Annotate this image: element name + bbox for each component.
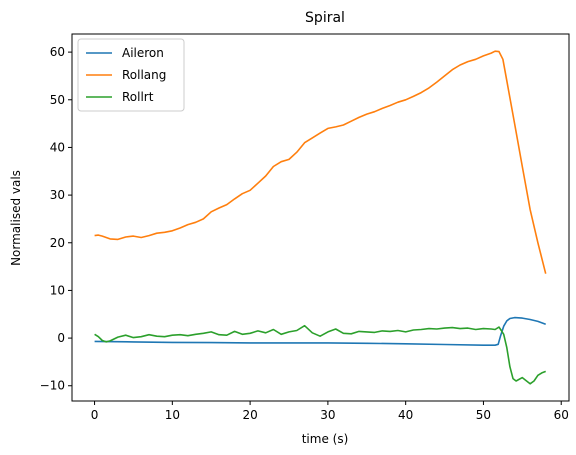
y-tick-label: 50: [50, 93, 65, 107]
y-tick-label: 40: [50, 140, 65, 154]
x-tick-label: 40: [398, 408, 413, 422]
chart-title: Spiral: [305, 10, 345, 26]
x-tick-label: 50: [476, 408, 491, 422]
plot-area: [71, 33, 570, 402]
x-axis-label: time (s): [302, 432, 349, 446]
plot-frame: [71, 33, 570, 402]
x-tick-label: 30: [320, 408, 335, 422]
y-axis: −10 0 10 20 30 40 50 60: [40, 45, 72, 393]
legend-box: [77, 38, 185, 112]
series-line-rollrt: [94, 324, 546, 385]
y-tick-label: 60: [50, 45, 65, 59]
series-line-rollang: [94, 50, 547, 274]
y-tick-label: 20: [50, 236, 65, 250]
x-tick-label: 10: [165, 408, 180, 422]
legend: Aileron Rollang Rollrt: [77, 38, 185, 112]
y-tick-label: 0: [57, 331, 65, 345]
series-line-aileron: [94, 316, 546, 346]
legend-entry: Aileron: [122, 46, 164, 60]
x-axis: 0 10 20 30 40 50 60: [91, 401, 569, 422]
y-tick-label: 10: [50, 283, 65, 297]
x-tick-label: 20: [242, 408, 257, 422]
y-axis-label: Normalised vals: [9, 170, 23, 266]
x-tick-label: 60: [554, 408, 569, 422]
y-tick-label: −10: [40, 379, 65, 393]
x-tick-label: 0: [91, 408, 99, 422]
legend-entry: Rollrt: [122, 90, 154, 104]
series-layer: [94, 50, 547, 385]
legend-entry: Rollang: [122, 68, 166, 82]
y-tick-label: 30: [50, 188, 65, 202]
